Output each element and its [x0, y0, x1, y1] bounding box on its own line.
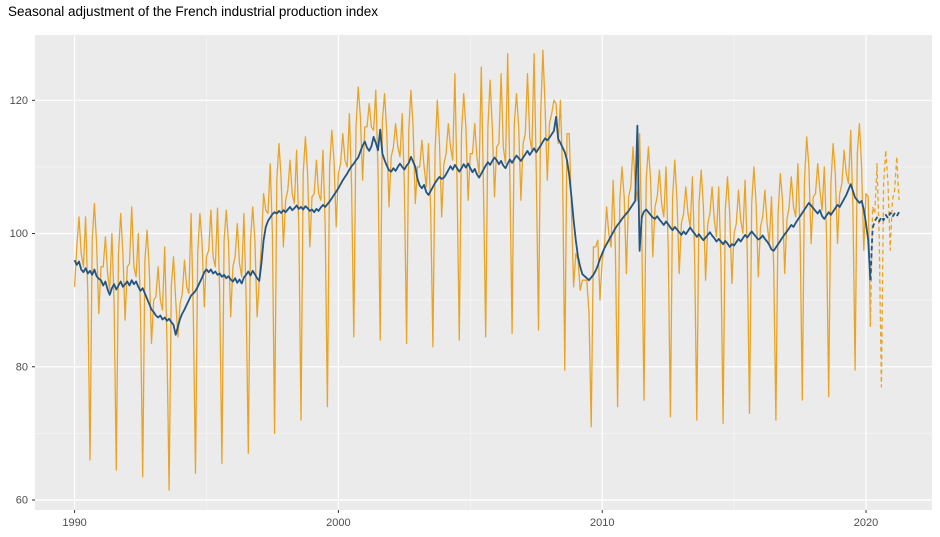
- y-tick-label: 100: [10, 228, 28, 240]
- panel-background: [35, 35, 932, 510]
- x-tick-label: 2010: [590, 517, 614, 529]
- chart-title: Seasonal adjustment of the French indust…: [8, 4, 378, 19]
- y-tick-label: 60: [16, 495, 28, 507]
- x-tick-label: 1990: [62, 517, 86, 529]
- series-sa-forecast: [869, 211, 900, 281]
- series-seasonally-adjusted: [73, 116, 872, 336]
- series-raw-unadjusted: [73, 49, 872, 491]
- y-tick-label: 80: [16, 361, 28, 373]
- x-tick-label: 2000: [326, 517, 350, 529]
- x-tick-label: 2020: [854, 517, 878, 529]
- series-raw-forecast: [869, 149, 900, 388]
- y-tick-label: 120: [10, 95, 28, 107]
